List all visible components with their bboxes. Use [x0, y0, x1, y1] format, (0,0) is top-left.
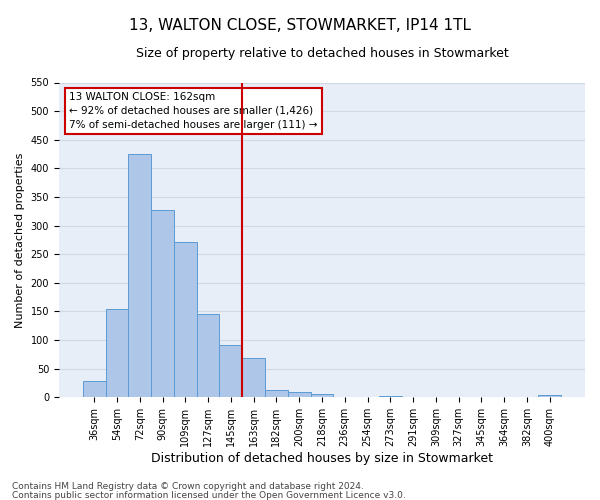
Bar	[151, 210, 174, 398]
Bar	[379, 396, 401, 398]
Bar	[538, 395, 561, 398]
Bar	[288, 392, 311, 398]
Bar	[311, 394, 334, 398]
Bar	[106, 308, 128, 398]
Bar	[83, 382, 106, 398]
Y-axis label: Number of detached properties: Number of detached properties	[15, 152, 25, 328]
Text: Contains public sector information licensed under the Open Government Licence v3: Contains public sector information licen…	[12, 490, 406, 500]
Bar	[128, 154, 151, 398]
X-axis label: Distribution of detached houses by size in Stowmarket: Distribution of detached houses by size …	[151, 452, 493, 465]
Text: Contains HM Land Registry data © Crown copyright and database right 2024.: Contains HM Land Registry data © Crown c…	[12, 482, 364, 491]
Title: Size of property relative to detached houses in Stowmarket: Size of property relative to detached ho…	[136, 48, 508, 60]
Text: 13 WALTON CLOSE: 162sqm
← 92% of detached houses are smaller (1,426)
7% of semi-: 13 WALTON CLOSE: 162sqm ← 92% of detache…	[70, 92, 318, 130]
Text: 13, WALTON CLOSE, STOWMARKET, IP14 1TL: 13, WALTON CLOSE, STOWMARKET, IP14 1TL	[129, 18, 471, 32]
Bar	[265, 390, 288, 398]
Bar	[220, 344, 242, 398]
Bar	[242, 358, 265, 398]
Bar	[197, 314, 220, 398]
Bar	[174, 242, 197, 398]
